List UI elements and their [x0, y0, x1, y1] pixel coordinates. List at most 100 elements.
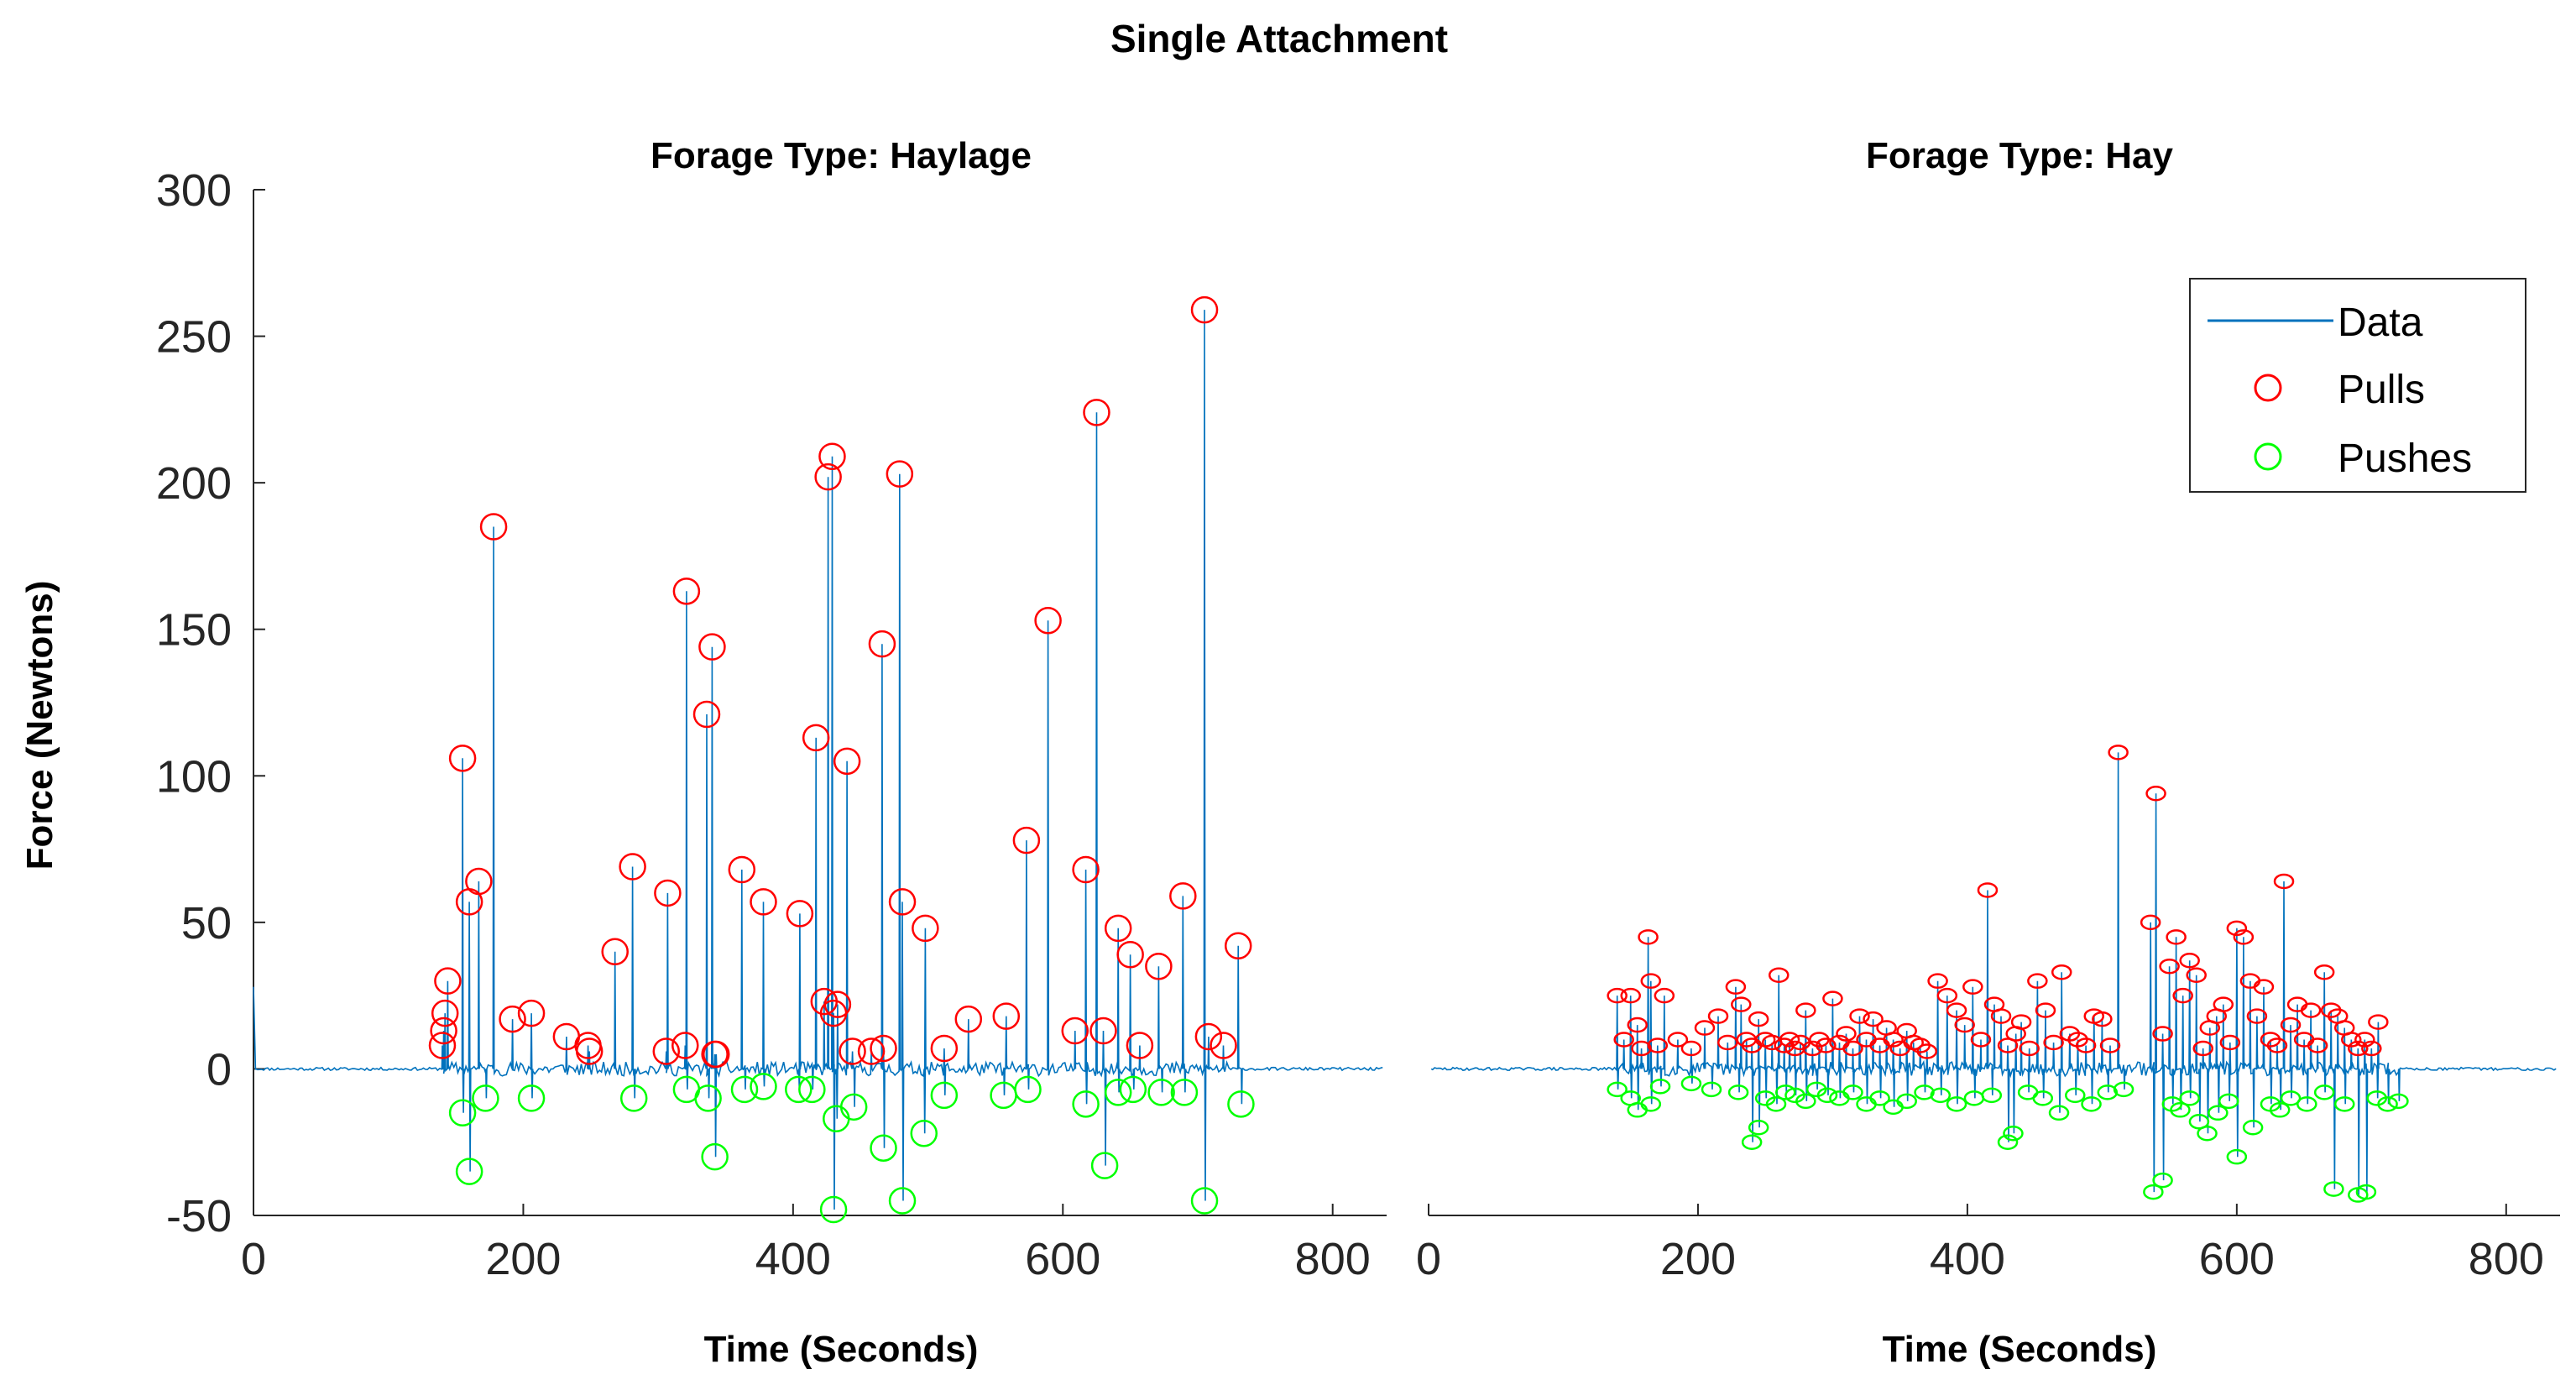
haylage-pull-marker	[431, 999, 459, 1027]
hay-pull-marker	[1863, 1011, 1884, 1027]
haylage-pull-marker	[1116, 941, 1144, 969]
haylage-y-tick-label: 50	[181, 898, 232, 949]
haylage-push-marker	[730, 1075, 759, 1104]
haylage-pull-marker	[1194, 1022, 1223, 1051]
haylage-pull-marker	[1169, 882, 1197, 910]
hay-pull-marker	[2300, 1002, 2322, 1018]
hay-pull-marker	[2280, 1017, 2302, 1033]
hay-push-marker	[1914, 1084, 1935, 1100]
haylage-push-marker	[750, 1073, 777, 1100]
haylage-pull-marker	[1061, 1017, 1089, 1045]
hay-pull-marker	[2253, 979, 2275, 995]
hay-pull-marker	[1748, 1011, 1769, 1027]
hay-push-marker	[2179, 1090, 2200, 1106]
hay-pull-marker	[2035, 1002, 2056, 1018]
haylage-pull-marker	[870, 1034, 897, 1063]
haylage-push-marker	[1147, 1079, 1175, 1106]
haylage-pull-marker	[1089, 1017, 1117, 1045]
haylage-pull-marker	[750, 888, 777, 916]
hay-pull-marker	[1631, 1040, 1652, 1057]
haylage-pull-marker	[1012, 826, 1041, 855]
hay-pull-marker	[1627, 1017, 1648, 1033]
hay-push-marker	[1649, 1079, 1671, 1095]
haylage-push-marker	[1170, 1079, 1199, 1106]
haylage-pull-marker	[868, 630, 896, 658]
hay-pull-marker	[2246, 1008, 2268, 1024]
hay-push-marker	[2242, 1120, 2264, 1136]
legend-data-label: Data	[2338, 301, 2423, 345]
hay-pull-marker	[1946, 1002, 1967, 1018]
hay-push-marker	[2170, 1102, 2191, 1118]
haylage-pull-marker	[823, 990, 852, 1018]
hay-pull-marker	[2233, 929, 2255, 945]
hay-x-tick-label: 600	[2199, 1234, 2275, 1284]
haylage-push-marker	[839, 1093, 868, 1121]
haylage-pull-marker	[1083, 399, 1110, 426]
hay-pull-marker	[2166, 929, 2187, 945]
haylage-pull-marker	[1034, 606, 1062, 635]
haylage-y-tick-label: 0	[206, 1044, 232, 1095]
haylage-pull-marker	[886, 460, 914, 488]
hay-push-marker	[2269, 1102, 2291, 1118]
hay-pull-marker	[1667, 1032, 1689, 1048]
hay-push-marker	[2226, 1148, 2248, 1165]
haylage-pull-marker	[930, 1034, 959, 1063]
haylage-x-axis-label: Time (Seconds)	[704, 1329, 979, 1370]
hay-pull-marker	[1725, 979, 1747, 995]
hay-pull-marker	[2313, 964, 2335, 980]
hay-push-marker	[1896, 1093, 1917, 1110]
hay-push-marker	[1795, 1093, 1816, 1110]
hay-push-marker	[2097, 1084, 2119, 1100]
haylage-pull-marker	[814, 463, 842, 491]
figure-title: Single Attachment	[1110, 17, 1448, 60]
haylage-pull-marker	[619, 853, 646, 881]
haylage-pull-marker	[671, 1032, 699, 1059]
hay-pull-marker	[1977, 882, 1999, 898]
hay-pull-marker	[1694, 1020, 1716, 1036]
legend-pulls-label: Pulls	[2338, 368, 2425, 412]
hay-pull-marker	[2266, 1037, 2288, 1053]
hay-data-line	[1430, 752, 2557, 1195]
haylage-pull-marker	[802, 724, 830, 752]
hay-pull-marker	[1613, 1032, 1634, 1048]
hay-push-marker	[1997, 1134, 2019, 1150]
legend-pushes-label: Pushes	[2338, 436, 2472, 481]
hay-push-marker	[1883, 1099, 1904, 1116]
haylage-pull-marker	[499, 1005, 526, 1033]
haylage-pull-marker	[1104, 914, 1132, 943]
hay-pull-marker	[1647, 1037, 1669, 1053]
hay-push-marker	[1748, 1120, 1769, 1136]
haylage-push-marker	[448, 1099, 477, 1127]
hay-pull-marker	[2010, 1014, 2032, 1030]
hay-push-marker	[2048, 1105, 2070, 1121]
haylage-y-tick-label: 300	[156, 165, 232, 216]
haylage-push-marker	[1227, 1090, 1255, 1118]
hay-axes: 0 200 400 600 800	[1416, 1204, 2560, 1284]
haylage-push-marker	[930, 1081, 959, 1110]
haylage-x-tick-label: 200	[485, 1234, 561, 1284]
hay-push-marker	[1680, 1075, 1702, 1092]
hay-pull-marker	[1731, 996, 1752, 1012]
haylage-pull-marker	[517, 999, 546, 1027]
haylage-y-tick-label: 250	[156, 312, 232, 363]
haylage-pull-marker	[839, 1037, 866, 1065]
hay-pull-marker	[2159, 958, 2180, 975]
hay-push-marker	[1869, 1090, 1890, 1106]
haylage-push-marker	[798, 1075, 826, 1104]
hay-pull-marker	[1997, 1037, 2019, 1053]
hay-push-marker	[2388, 1093, 2409, 1110]
hay-pull-marker	[1883, 1032, 1904, 1048]
hay-push-marker	[2313, 1084, 2335, 1100]
haylage-push-marker	[1072, 1090, 1100, 1118]
hay-pull-marker	[1916, 1043, 1938, 1059]
hay-pull-marker	[1842, 1040, 1863, 1057]
haylage-pull-marker	[857, 1037, 886, 1065]
hay-push-marker	[1842, 1084, 1863, 1100]
haylage-pull-marker	[888, 888, 917, 916]
haylage-pull-marker	[448, 745, 477, 772]
hay-push-marker	[1640, 1096, 1662, 1112]
haylage-y-tick-label: 200	[156, 458, 232, 509]
haylage-pull-marker	[1224, 932, 1252, 960]
haylage-pull-marker	[575, 1037, 604, 1065]
hay-pull-marker	[1954, 1017, 1975, 1033]
